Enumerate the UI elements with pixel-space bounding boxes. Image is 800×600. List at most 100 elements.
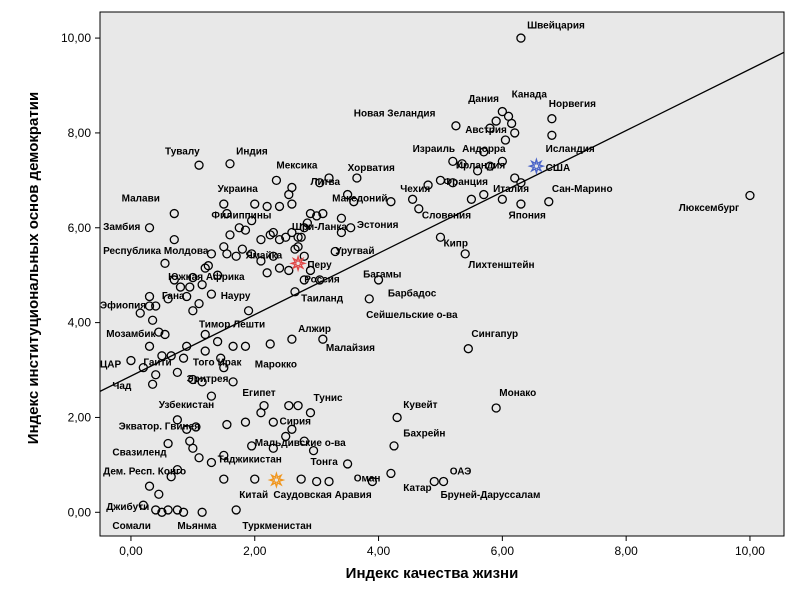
data-point xyxy=(315,275,325,285)
data-point xyxy=(138,363,148,373)
point-label: Кипр xyxy=(444,239,468,250)
data-point xyxy=(163,438,173,449)
point-label: Саудовская Аравия xyxy=(273,490,372,501)
x-tick-label: 0,00 xyxy=(119,544,143,558)
data-point xyxy=(330,246,340,257)
point-label: Македоний xyxy=(332,194,387,205)
axis-ticks: 0,00 2,00 4,00 6,00 8,00 10,00 0,00 2,00 4,00 6,0… xyxy=(61,31,765,558)
data-point xyxy=(234,223,244,233)
y-tick-label: 0,00 xyxy=(68,505,92,519)
data-point xyxy=(212,336,223,347)
data-point xyxy=(157,351,167,361)
point-label: Эритрея xyxy=(187,374,229,385)
data-point xyxy=(284,400,294,411)
data-point xyxy=(160,258,170,268)
point-label: Новая Зеландия xyxy=(354,108,436,119)
highlight-star-center xyxy=(295,260,301,267)
data-point xyxy=(472,166,483,176)
data-point xyxy=(299,436,309,446)
data-point xyxy=(197,507,207,517)
data-point xyxy=(222,208,232,219)
point-label: Перу xyxy=(307,260,332,271)
point-label: Китай xyxy=(239,490,268,501)
point-label: Экватор. Гвинея xyxy=(119,421,201,432)
data-point xyxy=(178,353,189,363)
point-label: Андорра xyxy=(462,144,506,155)
data-point xyxy=(206,249,217,259)
x-tick-label: 4,00 xyxy=(367,544,391,558)
data-point xyxy=(172,505,183,515)
data-point xyxy=(547,130,557,140)
data-point xyxy=(225,159,235,169)
data-point xyxy=(135,308,145,318)
point-label: Малайзия xyxy=(326,343,375,354)
data-point xyxy=(299,223,309,233)
point-label: Индия xyxy=(236,146,268,157)
point-label: Катар xyxy=(403,483,431,494)
point-label: Эфиопия xyxy=(100,299,146,311)
data-point xyxy=(265,339,275,349)
data-point xyxy=(200,263,210,273)
point-label: Австрия xyxy=(465,125,507,136)
data-point xyxy=(188,272,198,283)
data-point xyxy=(138,500,148,510)
data-point xyxy=(392,412,402,423)
data-point xyxy=(296,232,306,242)
data-point xyxy=(144,223,155,233)
point-label: Того xyxy=(193,357,215,368)
point-label: Таиланд xyxy=(301,293,344,304)
data-point xyxy=(259,400,269,411)
data-point xyxy=(200,329,210,340)
data-point xyxy=(206,391,217,401)
data-point xyxy=(342,459,353,469)
data-point xyxy=(126,355,136,366)
point-label: Япония xyxy=(509,210,547,221)
point-label: Шри-Ланка xyxy=(292,222,348,233)
data-point xyxy=(172,415,183,425)
data-point xyxy=(293,242,303,252)
data-point xyxy=(256,234,266,245)
data-point xyxy=(544,197,554,207)
point-labels: Швейцария Люксембург Канада Дания Норвегия Но… xyxy=(100,21,739,532)
data-point xyxy=(262,268,272,278)
point-label: Швейцария xyxy=(527,21,585,32)
data-point xyxy=(160,329,170,340)
data-point xyxy=(352,173,362,183)
data-point xyxy=(212,270,223,280)
data-point xyxy=(268,443,278,453)
data-point xyxy=(247,249,257,259)
point-label: Бахрейн xyxy=(403,428,445,439)
data-point xyxy=(287,227,297,238)
point-label: Хорватия xyxy=(348,163,395,174)
data-point xyxy=(243,306,254,316)
point-label: Замбия xyxy=(103,221,140,233)
data-point xyxy=(144,301,155,311)
data-point xyxy=(154,489,164,499)
data-point xyxy=(188,306,198,316)
y-tick-label: 8,00 xyxy=(68,126,92,140)
point-label: Барбадос xyxy=(388,288,437,300)
data-point xyxy=(151,301,161,311)
data-point xyxy=(491,116,501,126)
data-point xyxy=(281,232,291,242)
data-point xyxy=(247,441,257,451)
data-point xyxy=(151,370,161,380)
data-point xyxy=(228,341,238,351)
data-point xyxy=(479,147,489,157)
data-point xyxy=(225,230,235,240)
data-point xyxy=(144,481,155,491)
data-point xyxy=(429,476,439,487)
data-point xyxy=(206,289,217,299)
data-point xyxy=(271,175,282,185)
data-point xyxy=(516,178,526,188)
point-label: Сингапур xyxy=(471,329,518,340)
data-point xyxy=(315,178,325,188)
data-point xyxy=(240,225,251,235)
data-point xyxy=(287,199,297,209)
data-point xyxy=(324,476,334,487)
point-label: Оман xyxy=(354,473,381,484)
x-tick-label: 6,00 xyxy=(491,544,515,558)
point-label: Тунис xyxy=(314,393,343,404)
data-point xyxy=(247,216,257,226)
